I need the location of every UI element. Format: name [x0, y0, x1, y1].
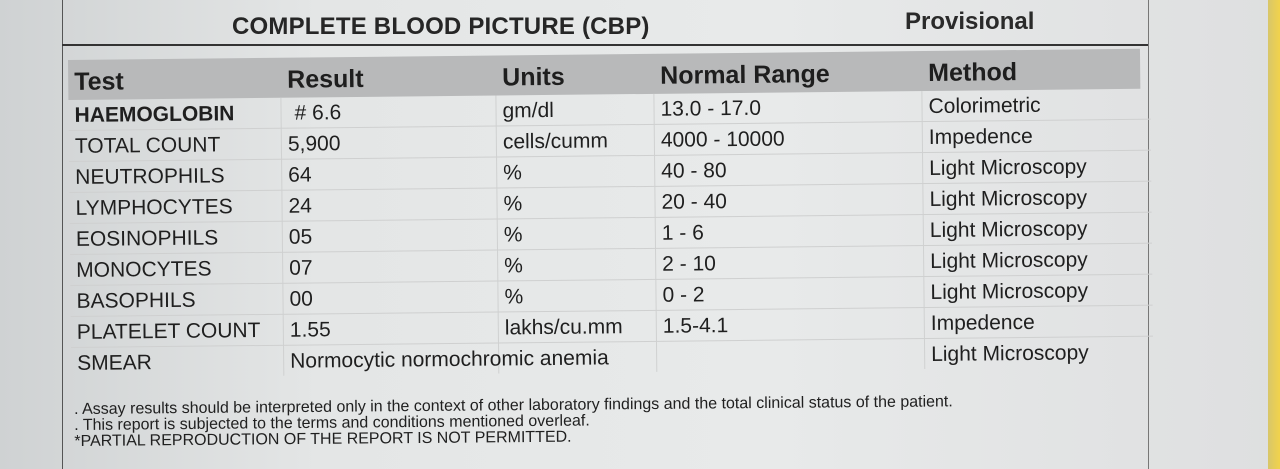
- test-method: Impedence: [930, 310, 1035, 335]
- column-header-result: Result: [287, 64, 364, 94]
- column-header-test: Test: [74, 67, 124, 96]
- test-result: 64: [288, 163, 312, 187]
- test-units: lakhs/cu.mm: [504, 315, 623, 340]
- test-units: %: [503, 161, 523, 185]
- test-normal-range: 4000 - 10000: [660, 127, 785, 152]
- test-method: Impedence: [928, 124, 1033, 149]
- test-method: Light Microscopy: [930, 248, 1088, 273]
- test-units: gm/dl: [502, 98, 555, 123]
- title-divider: [62, 44, 1148, 46]
- test-name: PLATELET COUNT: [76, 319, 261, 344]
- page-edge: [1268, 0, 1280, 469]
- report-title: COMPLETE BLOOD PICTURE (CBP): [232, 13, 650, 40]
- test-result: 5,900: [287, 132, 341, 156]
- test-name: MONOCYTES: [76, 257, 212, 282]
- test-result: 24: [288, 194, 313, 218]
- report-status: Provisional: [905, 8, 1035, 35]
- test-name: TOTAL COUNT: [74, 133, 221, 158]
- test-result: 07: [289, 256, 313, 280]
- column-header-method: Method: [928, 58, 1018, 87]
- test-name: LYMPHOCYTES: [75, 195, 233, 220]
- test-method: Colorimetric: [928, 93, 1041, 118]
- test-name: EOSINOPHILS: [75, 226, 219, 251]
- test-method: Light Microscopy: [929, 217, 1088, 242]
- report-notes: . Assay results should be interpreted on…: [74, 393, 953, 450]
- column-header-normal-range: Normal Range: [660, 60, 830, 90]
- test-normal-range: 1.5-4.1: [662, 314, 729, 338]
- test-normal-range: 2 - 10: [662, 252, 716, 276]
- test-result: 00: [289, 287, 313, 311]
- test-normal-range: 13.0 - 17.0: [660, 96, 762, 121]
- test-units: %: [504, 254, 523, 278]
- test-normal-range: 20 - 40: [661, 190, 728, 214]
- test-units: %: [503, 223, 523, 247]
- test-result: Normocytic normochromic anemia: [290, 346, 609, 373]
- test-name: SMEAR: [77, 351, 152, 375]
- test-normal-range: 40 - 80: [661, 159, 727, 183]
- report-frame: [62, 0, 1149, 469]
- column-header-units: Units: [502, 62, 565, 92]
- test-normal-range: 0 - 2: [662, 283, 705, 307]
- test-result: 1.55: [289, 318, 331, 342]
- test-method: Light Microscopy: [931, 341, 1089, 366]
- test-name: BASOPHILS: [76, 288, 196, 313]
- test-method: Light Microscopy: [929, 186, 1088, 211]
- test-units: cells/cumm: [502, 129, 609, 154]
- test-name: NEUTROPHILS: [75, 164, 225, 189]
- results-table: Test Result Units Normal Range Method HA…: [68, 48, 1153, 378]
- test-method: Light Microscopy: [929, 155, 1087, 180]
- test-units: %: [503, 192, 523, 216]
- test-method: Light Microscopy: [930, 279, 1089, 304]
- test-units: %: [504, 285, 524, 309]
- test-name: HAEMOGLOBIN: [74, 102, 235, 127]
- test-result: # 6.6: [294, 101, 342, 125]
- test-result: 05: [288, 225, 313, 249]
- test-normal-range: 1 - 6: [661, 221, 704, 245]
